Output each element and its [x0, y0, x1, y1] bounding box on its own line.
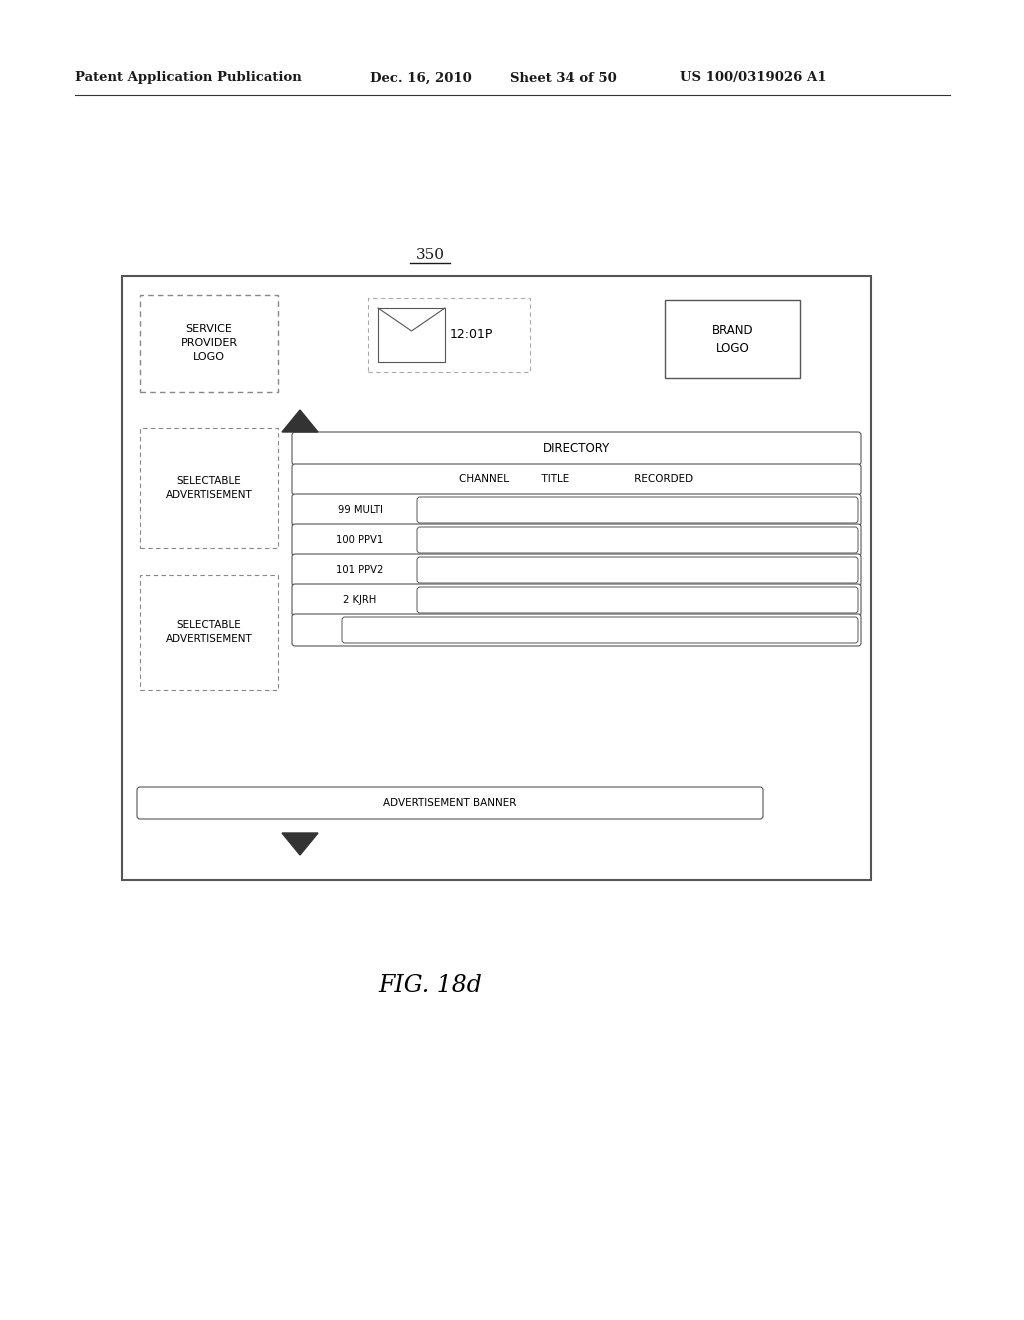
Bar: [378, 308, 445, 362]
Text: BRAVEHEART: BRAVEHEART: [540, 506, 605, 515]
Text: 99 MULTI: 99 MULTI: [338, 506, 382, 515]
Text: CHANNEL          TITLE                    RECORDED: CHANNEL TITLE RECORDED: [460, 474, 693, 484]
Text: MAD ABOUT YOU: MAD ABOUT YOU: [529, 595, 614, 605]
Polygon shape: [282, 833, 318, 855]
Text: 3/23/99  8:00P: 3/23/99 8:00P: [774, 595, 847, 605]
FancyBboxPatch shape: [140, 294, 278, 392]
Text: SELECTABLE
ADVERTISEMENT: SELECTABLE ADVERTISEMENT: [166, 620, 252, 644]
FancyBboxPatch shape: [292, 583, 861, 616]
Text: ROCKETMAN: ROCKETMAN: [541, 565, 604, 576]
Text: 9/25/98  8:00P: 9/25/98 8:00P: [774, 506, 847, 515]
Text: JOE'S SUPER PROGRAM  3/27/99  1:00P: JOE'S SUPER PROGRAM 3/27/99 1:00P: [503, 624, 697, 635]
Text: 2 KJRH: 2 KJRH: [343, 595, 377, 605]
FancyBboxPatch shape: [292, 465, 861, 495]
Text: KISS THE GIRLS: KISS THE GIRLS: [534, 535, 610, 545]
FancyBboxPatch shape: [417, 498, 858, 523]
FancyBboxPatch shape: [342, 616, 858, 643]
FancyBboxPatch shape: [292, 494, 861, 525]
Polygon shape: [282, 411, 318, 432]
Text: DIRECTORY: DIRECTORY: [543, 442, 610, 455]
Text: 12:01P: 12:01P: [450, 329, 494, 342]
Text: BRAND
LOGO: BRAND LOGO: [712, 323, 754, 355]
Text: 101 PPV2: 101 PPV2: [336, 565, 384, 576]
Bar: [665, 300, 800, 378]
FancyBboxPatch shape: [292, 614, 861, 645]
Text: SERVICE
PROVIDER
LOGO: SERVICE PROVIDER LOGO: [180, 325, 238, 363]
Text: FIG. 18d: FIG. 18d: [378, 974, 482, 997]
FancyBboxPatch shape: [292, 554, 861, 586]
FancyBboxPatch shape: [137, 787, 763, 818]
FancyBboxPatch shape: [140, 576, 278, 690]
FancyBboxPatch shape: [417, 557, 858, 583]
Text: Patent Application Publication: Patent Application Publication: [75, 71, 302, 84]
Text: 3/15/99  7:00P: 3/15/99 7:00P: [774, 565, 847, 576]
Text: Sheet 34 of 50: Sheet 34 of 50: [510, 71, 616, 84]
FancyBboxPatch shape: [417, 587, 858, 612]
Text: US 100/0319026 A1: US 100/0319026 A1: [680, 71, 826, 84]
FancyBboxPatch shape: [140, 428, 278, 548]
FancyBboxPatch shape: [292, 524, 861, 556]
Text: Dec. 16, 2010: Dec. 16, 2010: [370, 71, 472, 84]
Text: SELECTABLE
ADVERTISEMENT: SELECTABLE ADVERTISEMENT: [166, 477, 252, 500]
Text: 3/1/99  10:00P: 3/1/99 10:00P: [774, 535, 847, 545]
FancyBboxPatch shape: [368, 298, 530, 372]
Text: 100 PPV1: 100 PPV1: [336, 535, 384, 545]
FancyBboxPatch shape: [417, 527, 858, 553]
Text: ADVERTISEMENT BANNER: ADVERTISEMENT BANNER: [383, 799, 517, 808]
FancyBboxPatch shape: [292, 432, 861, 465]
Text: 350: 350: [416, 248, 444, 261]
Bar: [122, 276, 871, 880]
